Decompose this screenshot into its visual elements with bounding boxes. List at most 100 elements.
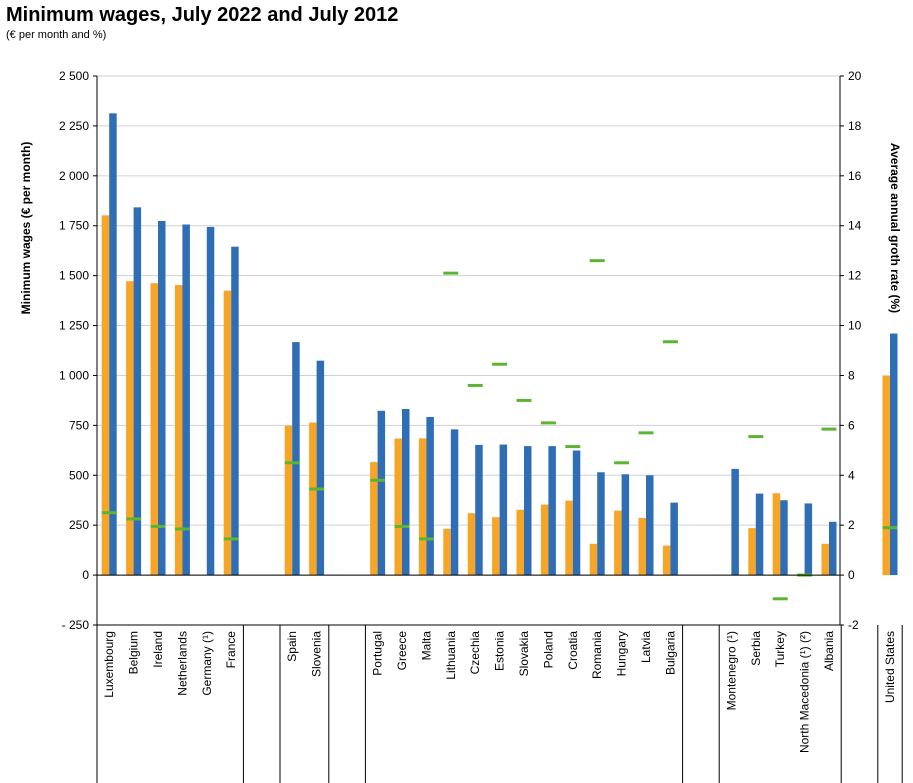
y-axis-title: Minimum wages (€ per month) — [19, 142, 33, 315]
growth-marker — [394, 524, 410, 528]
bar-2022 — [499, 444, 508, 576]
bar-2012 — [370, 462, 378, 576]
bar-2012 — [516, 509, 524, 576]
growth-marker — [882, 526, 898, 530]
category-label: Croatia — [566, 631, 580, 670]
growth-marker — [418, 537, 434, 541]
category-label: North Macedonia (¹) (²) — [798, 631, 812, 753]
bar-2012 — [540, 504, 549, 576]
category-label: Albania — [822, 631, 836, 671]
category-label: Malta — [419, 631, 433, 661]
bar-2022 — [109, 113, 117, 576]
y-tick-label: 1 750 — [59, 219, 89, 233]
bar-2012 — [882, 375, 890, 576]
category-label: Hungary — [615, 631, 629, 676]
y2-tick-label: 8 — [848, 368, 855, 382]
bars — [101, 113, 898, 576]
bar-2012 — [394, 438, 402, 576]
growth-marker — [150, 524, 166, 528]
bar-2012 — [467, 513, 476, 576]
y-tick-label: 1 000 — [59, 368, 89, 382]
y-tick-label: 2 250 — [59, 119, 89, 133]
category-label: Greece — [395, 631, 409, 671]
y2-tick-label: 14 — [848, 219, 862, 233]
bar-2022 — [402, 408, 410, 576]
growth-marker — [223, 537, 239, 541]
bar-2012 — [223, 290, 232, 576]
bar-2022 — [206, 226, 215, 576]
bar-2022 — [829, 521, 837, 576]
bar-2012 — [126, 281, 134, 576]
category-label: Belgium — [127, 631, 141, 674]
growth-marker — [662, 340, 678, 344]
growth-marker — [101, 511, 117, 515]
bar-2022 — [158, 220, 166, 576]
bar-2012 — [662, 545, 671, 576]
bar-2022 — [890, 333, 898, 576]
bar-2022 — [731, 468, 739, 576]
growth-marker — [772, 597, 788, 601]
bar-2022 — [426, 416, 434, 576]
growth-marker — [370, 478, 386, 482]
axes — [93, 75, 903, 783]
category-label: Slovakia — [517, 631, 531, 677]
growth-marker — [589, 259, 605, 263]
y-tick-label: 250 — [69, 518, 89, 532]
bar-2012 — [772, 493, 781, 576]
bar-2022 — [780, 500, 788, 576]
growth-marker — [516, 398, 532, 402]
growth-marker — [126, 517, 142, 521]
category-label: Czechia — [468, 631, 482, 675]
bar-2012 — [638, 517, 646, 576]
growth-marker — [443, 271, 459, 275]
bar-2022 — [377, 410, 386, 576]
bar-2022 — [755, 493, 764, 576]
bar-2012 — [309, 422, 317, 576]
bar-2022 — [450, 429, 459, 576]
category-label: Lithuania — [444, 631, 458, 680]
category-label: Slovenia — [310, 631, 324, 677]
bar-2022 — [621, 474, 630, 576]
y2-tick-label: 12 — [848, 269, 862, 283]
y2-tick-label: 18 — [848, 119, 862, 133]
growth-markers — [101, 259, 898, 601]
chart-subtitle: (€ per month and %) — [6, 29, 107, 41]
chart-title: Minimum wages, July 2022 and July 2012 — [6, 4, 399, 26]
category-label: Bulgaria — [663, 631, 677, 675]
y2-tick-label: 16 — [848, 169, 862, 183]
growth-marker — [638, 431, 654, 435]
y-tick-label: 1 250 — [59, 319, 89, 333]
growth-marker — [540, 421, 556, 425]
y2-tick-label: 10 — [848, 319, 862, 333]
category-label: Netherlands — [175, 631, 189, 696]
growth-marker — [309, 487, 325, 491]
tick-labels: - 250 0 250 500 750 1 000 1 250 1 500 1 750 2 000… — [59, 69, 897, 753]
category-label: Latvia — [639, 631, 653, 663]
bar-2022 — [292, 342, 300, 576]
category-label: Portugal — [371, 631, 385, 676]
category-label: Spain — [285, 631, 299, 662]
category-label: Luxembourg — [102, 631, 116, 698]
growth-marker — [614, 461, 630, 465]
growth-marker — [174, 527, 190, 531]
y2-tick-label: 20 — [848, 69, 862, 83]
growth-marker — [565, 445, 581, 449]
bar-2012 — [492, 517, 500, 576]
bar-2022 — [133, 207, 142, 576]
bar-2022 — [231, 246, 239, 576]
y-tick-label: 1 500 — [59, 269, 89, 283]
bar-2022 — [670, 502, 678, 576]
growth-marker — [492, 362, 508, 366]
y2-tick-label: 0 — [848, 568, 855, 582]
y2-tick-label: 4 — [848, 468, 855, 482]
y-tick-label: 750 — [69, 418, 89, 432]
growth-marker — [821, 427, 837, 431]
y-tick-label: 2 500 — [59, 69, 89, 83]
category-label: Turkey — [773, 631, 787, 667]
bar-2012 — [150, 283, 158, 576]
y-tick-label: 2 000 — [59, 169, 89, 183]
category-label: United States — [883, 631, 897, 703]
category-label: Serbia — [749, 631, 763, 666]
bar-2022 — [548, 446, 556, 576]
